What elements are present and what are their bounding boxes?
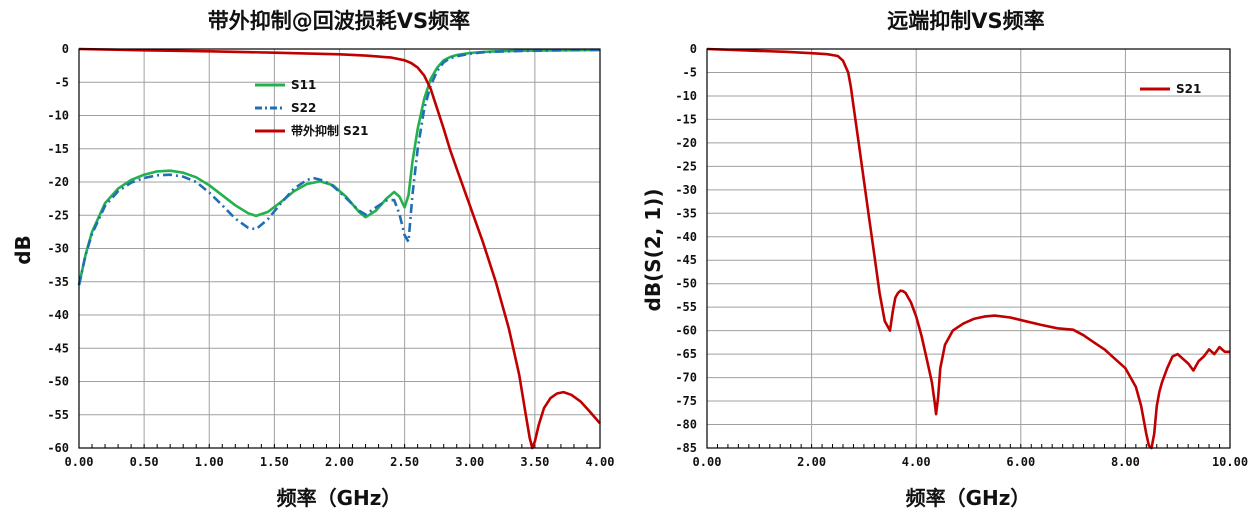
y-tick-label: -15 <box>47 142 69 156</box>
y-tick-label: -15 <box>675 112 697 126</box>
x-tick-label: 1.00 <box>195 455 224 469</box>
x-tick-label: 4.00 <box>586 455 615 469</box>
y-tick-label: -5 <box>683 65 697 79</box>
chart-2-plot-frame <box>706 48 1231 449</box>
y-tick-label: -55 <box>47 408 69 422</box>
x-tick-label: 4.00 <box>902 455 931 469</box>
y-tick-label: -35 <box>47 275 69 289</box>
x-tick-label: 6.00 <box>1006 455 1035 469</box>
y-tick-label: -20 <box>675 136 697 150</box>
y-tick-label: -70 <box>675 371 697 385</box>
chart-1-x-axis-label: 频率（GHz） <box>277 486 402 510</box>
series-line-S22 <box>77 48 601 286</box>
y-tick-label: -50 <box>675 277 697 291</box>
y-tick-label: -40 <box>675 230 697 244</box>
chart-2-y-axis-label: dB(S(2, 1)) <box>641 189 665 312</box>
y-tick-label: -50 <box>47 375 69 389</box>
legend-label: S11 <box>291 78 316 92</box>
y-tick-label: -60 <box>47 441 69 455</box>
x-tick-label: 0.50 <box>130 455 159 469</box>
y-tick-label: 0 <box>62 42 69 56</box>
y-tick-label: -20 <box>47 175 69 189</box>
y-tick-label: -40 <box>47 308 69 322</box>
series-line-S11 <box>77 48 601 286</box>
x-tick-label: 1.50 <box>260 455 289 469</box>
y-tick-label: -5 <box>55 75 69 89</box>
x-tick-label: 3.50 <box>520 455 549 469</box>
chart-1: 带外抑制@回波损耗VS频率 频率（GHz） dB 0 -5 -10 -15 -20 -25… <box>11 9 614 510</box>
y-tick-label: 0 <box>690 42 697 56</box>
y-tick-label: -10 <box>47 109 69 123</box>
x-tick-label: 2.00 <box>325 455 354 469</box>
legend-label: S22 <box>291 101 316 115</box>
series-line-S21 <box>706 47 1230 450</box>
y-tick-label: -25 <box>675 159 697 173</box>
chart-1-title: 带外抑制@回波损耗VS频率 <box>208 9 470 33</box>
y-tick-label: -60 <box>675 324 697 338</box>
chart-1-series <box>77 47 601 450</box>
y-tick-label: -85 <box>675 441 697 455</box>
chart-1-legend: S11 S22 带外抑制 S21 <box>255 78 369 138</box>
y-tick-label: -10 <box>675 89 697 103</box>
x-tick-label: 2.00 <box>797 455 826 469</box>
chart-1-y-axis-label: dB <box>11 235 35 265</box>
chart-2-grid <box>706 48 1231 449</box>
y-tick-label: -55 <box>675 300 697 314</box>
chart-2-title: 远端抑制VS频率 <box>887 9 1044 33</box>
legend-label: 带外抑制 S21 <box>291 123 369 138</box>
x-tick-label: 0.00 <box>693 455 722 469</box>
y-tick-label: -45 <box>675 253 697 267</box>
y-tick-label: -25 <box>47 208 69 222</box>
chart-2-legend: S21 <box>1140 82 1201 96</box>
y-tick-label: -30 <box>675 183 697 197</box>
x-tick-label: 3.00 <box>455 455 484 469</box>
x-tick-label: 0.00 <box>65 455 94 469</box>
legend-label: S21 <box>1176 82 1201 96</box>
chart-1-plot-frame <box>78 48 601 449</box>
series-line-带外抑制-S21 <box>78 47 601 450</box>
y-tick-label: -35 <box>675 206 697 220</box>
chart-2-tick-labels: 0 -5 -10 -15 -20 -25 -30 -35 -40 -45 -50 -55 -60 -65 -… <box>675 42 1248 469</box>
y-tick-label: -45 <box>47 341 69 355</box>
x-tick-label: 2.50 <box>390 455 419 469</box>
y-tick-label: -65 <box>675 347 697 361</box>
chart-2: 远端抑制VS频率 频率（GHz） dB(S(2, 1)) 0 -5 -10 -15 -2… <box>641 9 1248 510</box>
chart-1-tick-labels: 0 -5 -10 -15 -20 -25 -30 -35 -40 -45 -50 -55 -600.00… <box>47 42 614 469</box>
y-tick-label: -80 <box>675 418 697 432</box>
chart-2-x-axis-label: 频率（GHz） <box>906 486 1031 510</box>
y-tick-label: -30 <box>47 242 69 256</box>
y-tick-label: -75 <box>675 394 697 408</box>
x-tick-label: 8.00 <box>1111 455 1140 469</box>
chart-2-series <box>706 47 1230 450</box>
x-tick-label: 10.00 <box>1212 455 1248 469</box>
